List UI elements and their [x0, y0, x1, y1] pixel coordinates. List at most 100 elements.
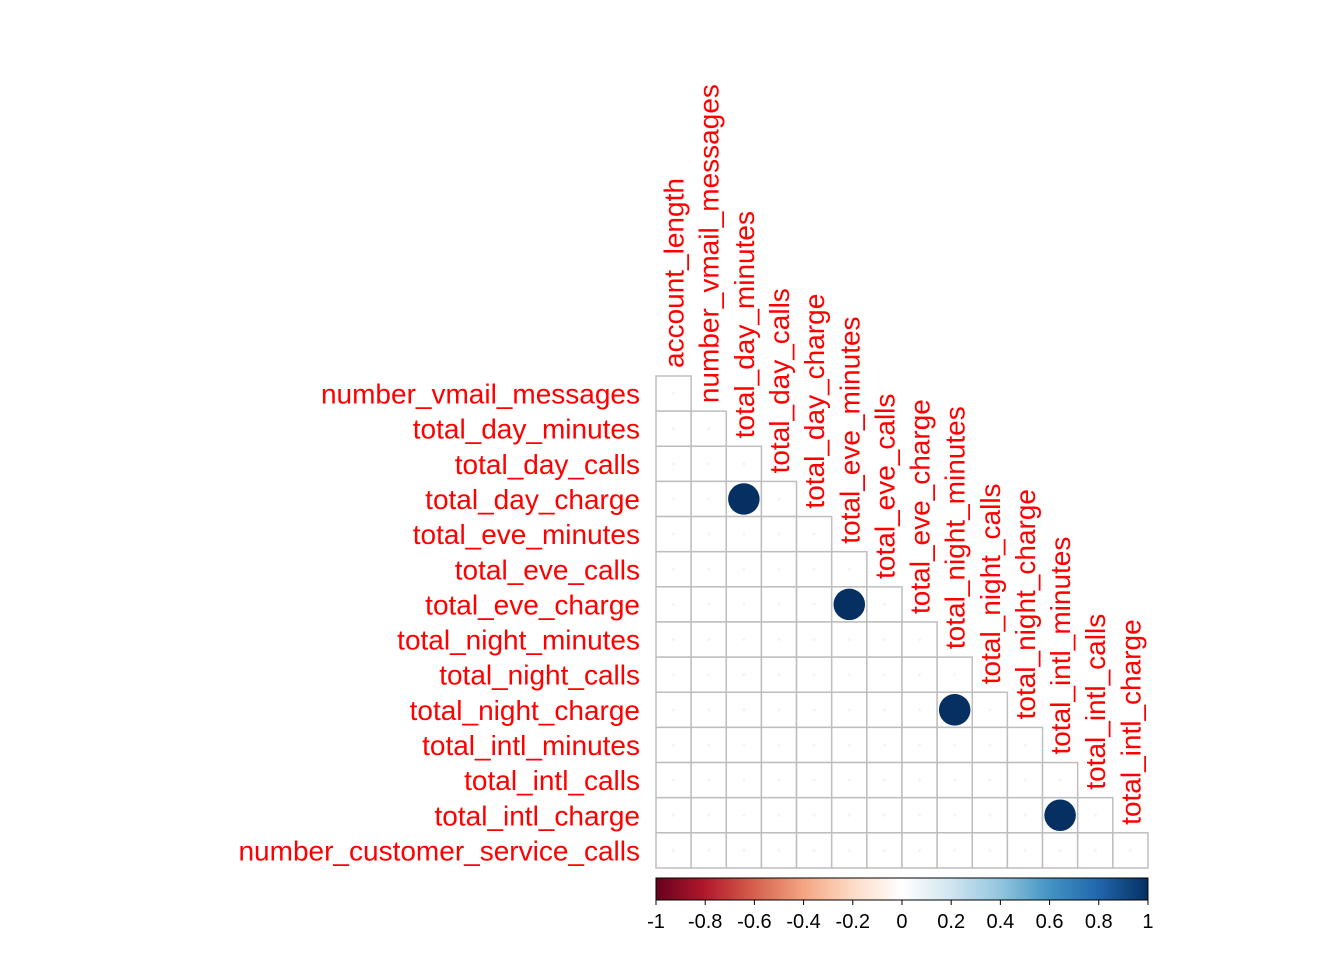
corr-circle-total_night_charge-number_vmail_messages	[707, 708, 711, 712]
corr-circle-total_intl_charge-number_vmail_messages	[707, 813, 711, 817]
row-label-total_eve_charge: total_eve_charge	[425, 589, 640, 620]
colorbar-tick-label: 0	[896, 911, 907, 933]
corr-circle-number_customer_service_calls-account_length	[671, 848, 676, 852]
col-label-total_eve_calls: total_eve_calls	[869, 394, 900, 579]
corr-circle-total_day_calls-number_vmail_messages	[707, 462, 711, 466]
col-label-total_night_minutes: total_night_minutes	[940, 406, 971, 649]
corr-circle-total_night_calls-total_eve_calls	[882, 673, 887, 677]
col-label-total_intl_calls: total_intl_calls	[1080, 614, 1111, 790]
col-label-total_intl_charge: total_intl_charge	[1115, 619, 1146, 824]
corr-circle-total_intl_calls-total_day_minutes	[742, 778, 746, 782]
col-label-number_vmail_messages: number_vmail_messages	[694, 84, 725, 403]
colorbar-tick-label: 1	[1142, 911, 1153, 933]
row-label-total_eve_minutes: total_eve_minutes	[413, 519, 640, 550]
corr-circle-total_night_calls-total_day_charge	[812, 673, 816, 677]
corr-circle-number_customer_service_calls-total_intl_charge	[1128, 848, 1132, 852]
corr-circle-total_night_calls-number_vmail_messages	[707, 673, 711, 677]
corr-circle-number_customer_service_calls-total_night_charge	[1023, 848, 1027, 852]
corr-circle-total_intl_minutes-total_day_minutes	[742, 743, 746, 747]
col-label-total_day_charge: total_day_charge	[799, 294, 830, 509]
row-label-total_intl_calls: total_intl_calls	[464, 765, 640, 796]
corr-circle-total_day_calls-account_length	[671, 462, 676, 466]
corr-circle-total_eve_minutes-total_day_minutes	[742, 532, 746, 536]
corr-circle-total_day_calls-total_day_minutes	[742, 462, 746, 466]
corr-circle-total_eve_calls-total_day_charge	[812, 567, 816, 571]
corr-circle-total_day_charge-total_day_calls	[777, 497, 781, 501]
corr-circle-total_night_minutes-total_day_minutes	[742, 637, 746, 642]
corr-circle-total_intl_calls-total_night_charge	[1023, 778, 1027, 782]
corr-circle-total_intl_minutes-total_eve_minutes	[847, 743, 851, 747]
corr-circle-total_intl_minutes-total_night_calls	[988, 743, 992, 747]
corr-circle-total_intl_charge-total_intl_calls	[1093, 813, 1097, 817]
corr-circle-total_intl_charge-total_day_calls	[777, 813, 781, 817]
corr-circle-number_customer_service_calls-total_day_charge	[812, 848, 816, 852]
corr-circle-total_eve_calls-total_day_minutes	[742, 567, 746, 571]
corr-circle-total_intl_calls-total_night_minutes	[953, 778, 957, 782]
row-label-total_intl_minutes: total_intl_minutes	[422, 730, 640, 761]
corr-circle-total_intl_charge-total_eve_charge	[917, 813, 922, 817]
col-label-total_day_calls: total_day_calls	[764, 288, 795, 473]
col-label-total_night_charge: total_night_charge	[1010, 489, 1041, 719]
corr-circle-total_night_minutes-number_vmail_messages	[707, 637, 711, 642]
corr-circle-number_customer_service_calls-total_night_minutes	[953, 848, 957, 852]
corr-circle-total_intl_charge-total_day_minutes	[742, 813, 746, 817]
corr-circle-total_night_calls-total_eve_minutes	[847, 673, 851, 677]
colorbar-ticks: -1 -0.8 -0.6 -0.4 -0.2 0 0.2 0.4 0.6 0.8 1	[647, 900, 1154, 933]
corr-circle-total_eve_minutes-total_day_charge	[812, 532, 816, 536]
corr-circle-total_night_calls-total_eve_charge	[917, 673, 922, 677]
correlation-grid	[655, 375, 1149, 869]
corr-circle-total_intl_charge-total_night_charge	[1023, 813, 1027, 817]
row-label-total_night_minutes: total_night_minutes	[397, 625, 640, 656]
corr-circle-number_customer_service_calls-total_day_minutes	[742, 848, 746, 852]
corr-circle-total_night_charge-total_night_minutes	[938, 694, 971, 726]
corr-circle-total_intl_charge-total_night_calls	[988, 813, 992, 817]
corr-circle-total_eve_charge-total_eve_minutes	[833, 588, 866, 621]
colorbar-tick-label: 0.8	[1085, 911, 1113, 933]
corr-circle-number_customer_service_calls-total_eve_calls	[882, 848, 887, 852]
corr-circle-total_night_charge-total_day_calls	[777, 708, 781, 712]
corr-circle-total_eve_calls-total_eve_minutes	[847, 567, 851, 571]
corr-circle-total_intl_minutes-account_length	[671, 743, 676, 747]
row-label-number_customer_service_calls: number_customer_service_calls	[238, 835, 640, 866]
corr-circle-total_eve_charge-total_day_minutes	[742, 602, 746, 607]
corr-circle-total_intl_minutes-total_night_minutes	[953, 743, 957, 747]
colorbar-tick-label: 0.6	[1036, 911, 1064, 933]
corr-circle-total_intl_minutes-number_vmail_messages	[707, 743, 711, 747]
corr-circle-number_customer_service_calls-total_eve_minutes	[847, 848, 851, 852]
correlation-circles	[671, 391, 1132, 852]
corr-circle-total_eve_charge-account_length	[671, 602, 676, 607]
corr-circle-total_intl_calls-total_night_calls	[988, 778, 992, 782]
row-label-total_night_calls: total_night_calls	[439, 660, 640, 691]
row-label-number_vmail_messages: number_vmail_messages	[321, 379, 640, 410]
corr-circle-total_night_charge-total_day_minutes	[742, 708, 746, 712]
colorbar-tick-label: -0.2	[836, 911, 870, 933]
corr-circle-total_eve_minutes-account_length	[671, 532, 676, 536]
cell-total_eve_charge-account_length	[655, 586, 692, 623]
corr-circle-total_eve_calls-total_day_calls	[777, 567, 781, 571]
colorbar-gradient	[655, 877, 1149, 901]
row-label-total_eve_calls: total_eve_calls	[455, 554, 640, 585]
col-label-total_eve_minutes: total_eve_minutes	[834, 316, 865, 543]
corr-circle-total_night_charge-total_eve_minutes	[847, 708, 851, 712]
corr-circle-total_eve_charge-total_eve_calls	[882, 602, 887, 607]
corr-circle-total_intl_charge-account_length	[671, 813, 676, 817]
colorbar-tick-label: -0.8	[688, 911, 722, 933]
corr-circle-total_intl_minutes-total_night_charge	[1023, 743, 1027, 747]
corr-circle-number_vmail_messages-account_length	[671, 391, 676, 396]
corr-circle-total_day_minutes-account_length	[671, 427, 676, 431]
colorbar-tick-label: 0.2	[937, 911, 965, 933]
corr-circle-total_night_minutes-total_day_charge	[812, 637, 816, 642]
corr-circle-number_customer_service_calls-total_intl_minutes	[1058, 848, 1062, 852]
corr-circle-total_day_charge-account_length	[671, 497, 676, 501]
corr-circle-total_night_calls-total_night_minutes	[953, 673, 957, 677]
corr-circle-total_eve_minutes-number_vmail_messages	[707, 532, 711, 536]
row-labels: number_vmail_messages total_day_minutesto…	[238, 379, 640, 867]
corr-circle-total_night_minutes-account_length	[671, 637, 676, 642]
corr-circle-total_eve_calls-number_vmail_messages	[707, 567, 711, 571]
colorbar-tick-label: -0.6	[737, 911, 771, 933]
corr-circle-total_intl_charge-total_day_charge	[812, 813, 816, 817]
corr-circle-total_day_charge-number_vmail_messages	[707, 497, 711, 501]
corr-circle-total_night_minutes-total_day_calls	[777, 637, 781, 642]
corr-circle-number_customer_service_calls-number_vmail_messages	[707, 848, 711, 852]
corr-circle-number_customer_service_calls-total_day_calls	[777, 848, 781, 852]
